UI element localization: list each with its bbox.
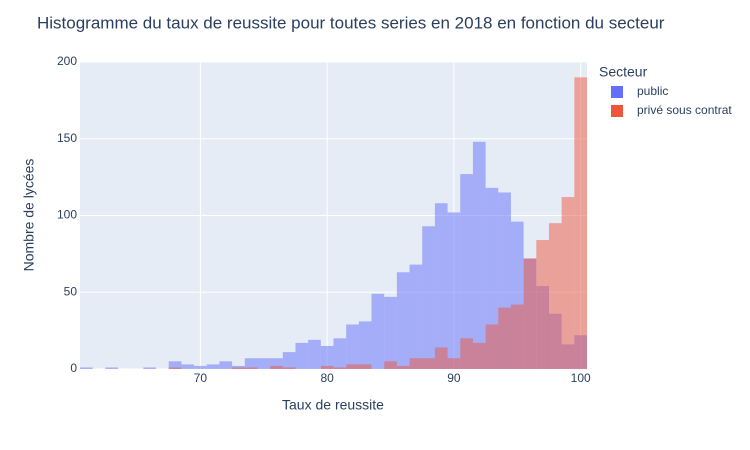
histogram-bar bbox=[396, 272, 410, 369]
histogram-bar bbox=[498, 307, 511, 369]
histogram-bar bbox=[282, 352, 296, 369]
histogram-bar bbox=[422, 226, 435, 369]
y-tick-label: 100 bbox=[57, 208, 77, 222]
histogram-bar bbox=[422, 358, 435, 369]
legend-label: public bbox=[637, 84, 668, 98]
histogram-bar bbox=[358, 364, 372, 369]
histogram-bar bbox=[181, 364, 195, 369]
histogram-bar bbox=[168, 367, 182, 369]
histogram-bar bbox=[333, 367, 347, 369]
histogram-bar bbox=[472, 141, 486, 369]
x-axis-title: Taux de reussite bbox=[282, 397, 384, 413]
histogram-bar bbox=[574, 77, 587, 369]
histogram-bar bbox=[472, 342, 486, 369]
histogram-bar bbox=[434, 203, 448, 369]
histogram-bar bbox=[409, 358, 423, 369]
histogram-bar bbox=[80, 367, 93, 369]
legend-label: privé sous contrat bbox=[637, 103, 732, 117]
histogram-bar bbox=[460, 338, 473, 369]
histogram-bar bbox=[485, 324, 499, 369]
histogram-bar bbox=[460, 174, 473, 369]
histogram-bar bbox=[358, 321, 372, 369]
histogram-bar bbox=[384, 361, 397, 369]
histogram-bar bbox=[510, 304, 524, 369]
y-tick-label: 50 bbox=[64, 284, 78, 298]
histogram-bar bbox=[295, 342, 309, 369]
histogram-bar bbox=[320, 365, 334, 369]
y-tick-label: 0 bbox=[70, 361, 77, 375]
histogram-bar bbox=[523, 258, 537, 369]
histogram-bar bbox=[143, 367, 157, 369]
histogram-bar bbox=[346, 324, 359, 369]
histogram-bar bbox=[447, 212, 461, 369]
histogram-bar bbox=[409, 264, 423, 369]
histogram-bar bbox=[371, 293, 385, 369]
x-tick-label: 90 bbox=[447, 371, 461, 385]
x-tick-label: 100 bbox=[571, 371, 591, 385]
histogram-bar bbox=[308, 339, 321, 369]
histogram-bar bbox=[232, 367, 245, 369]
legend-swatch bbox=[611, 105, 623, 117]
histogram-bar bbox=[244, 367, 258, 369]
histogram-bar bbox=[105, 367, 119, 369]
y-axis-title: Nombre de lycées bbox=[21, 159, 37, 272]
histogram-bar bbox=[536, 240, 549, 369]
histogram-bar bbox=[346, 364, 359, 369]
histogram-bar bbox=[257, 358, 271, 369]
histogram-bar bbox=[168, 361, 182, 369]
histogram-bar bbox=[282, 367, 296, 369]
histogram-bar bbox=[244, 358, 258, 369]
histogram-bar bbox=[206, 364, 220, 369]
histogram-bar bbox=[270, 358, 283, 369]
histogram-bar bbox=[320, 345, 334, 369]
histogram-bar bbox=[384, 296, 397, 369]
legend-swatch bbox=[611, 86, 623, 98]
chart-title: Histogramme du taux de reussite pour tou… bbox=[37, 13, 665, 32]
x-tick-label: 70 bbox=[194, 371, 208, 385]
histogram-bar bbox=[333, 338, 347, 369]
histogram-bar bbox=[219, 361, 233, 369]
histogram-bar bbox=[548, 223, 562, 369]
y-tick-label: 150 bbox=[57, 131, 77, 145]
histogram-bar bbox=[396, 365, 410, 369]
histogram-bar bbox=[194, 365, 207, 369]
x-tick-label: 80 bbox=[320, 371, 334, 385]
y-tick-label: 200 bbox=[57, 54, 77, 68]
histogram-bar bbox=[485, 187, 499, 369]
histogram-bar bbox=[447, 358, 461, 369]
legend-title: Secteur bbox=[599, 64, 648, 80]
histogram-bar bbox=[561, 197, 575, 369]
histogram-bar bbox=[270, 365, 283, 369]
histogram-bar bbox=[434, 347, 448, 369]
